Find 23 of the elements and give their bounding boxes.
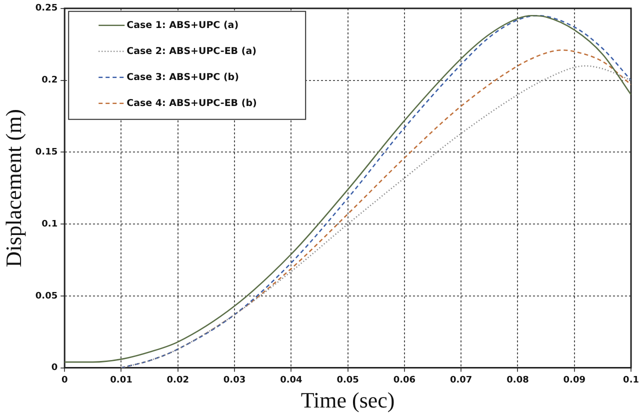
x-tick-label: 0.1 — [623, 376, 640, 386]
y-tick-label: 0.25 — [35, 4, 58, 14]
legend-label: Case 2: ABS+UPC-EB (a) — [126, 46, 256, 57]
x-tick-label: 0 — [61, 376, 68, 386]
x-tick-label: 0.06 — [393, 376, 416, 386]
x-tick-label: 0.08 — [506, 376, 529, 386]
y-tick-label: 0.15 — [35, 148, 58, 158]
y-axis-title: Displacement (m) — [0, 108, 26, 268]
x-tick-label: 0.07 — [450, 376, 472, 386]
x-tick-label: 0.03 — [223, 376, 246, 386]
y-tick-label: 0 — [51, 363, 58, 374]
legend-label: Case 1: ABS+UPC (a) — [126, 20, 239, 31]
legend-label: Case 3: ABS+UPC (b) — [126, 72, 239, 83]
y-tick-label: 0.2 — [42, 76, 58, 86]
legend-label: Case 4: ABS+UPC-EB (b) — [126, 98, 257, 109]
x-tick-label: 0.04 — [280, 376, 302, 386]
y-tick-label: 0.1 — [42, 219, 58, 230]
x-tick-label: 0.01 — [110, 376, 132, 386]
x-tick-label: 0.09 — [563, 376, 586, 386]
x-tick-label: 0.02 — [166, 376, 189, 386]
x-axis-title: Time (sec) — [300, 388, 395, 413]
x-tick-label: 0.05 — [336, 376, 359, 386]
y-tick-label: 0.05 — [35, 291, 58, 302]
